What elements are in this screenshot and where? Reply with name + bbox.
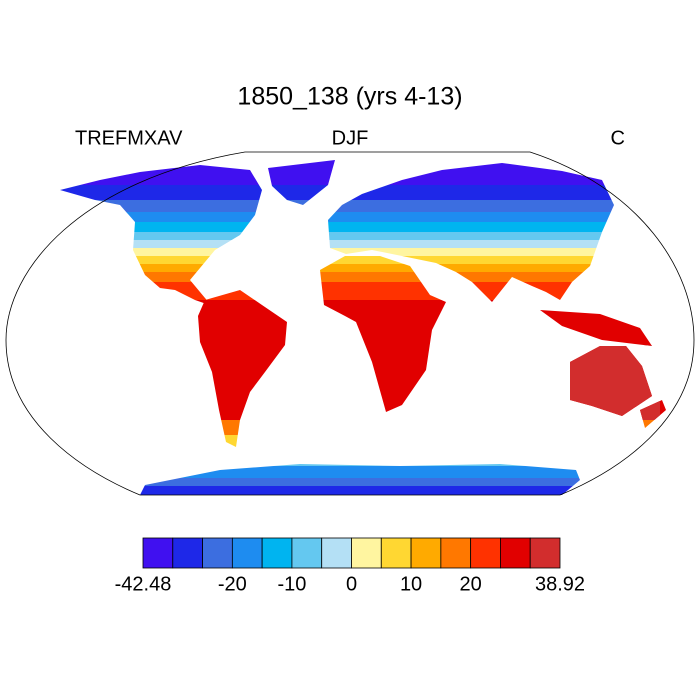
colorbar-box [380,537,412,569]
colorbar-label: 10 [400,573,422,595]
temperature-band [60,486,666,495]
temperature-band [60,222,666,232]
temperature-band [565,345,660,420]
colorbar-box [470,537,501,569]
colorbar-label: -42.48 [115,573,172,595]
colorbar-box [440,537,472,569]
colorbar-label: 0 [346,573,357,595]
temperature-band [60,450,666,466]
temperature-band [60,232,666,240]
temperature-band [60,240,666,248]
temperature-band [60,160,666,185]
temperature-band [60,185,666,200]
temperature-band [60,478,666,486]
colorbar-box [410,537,442,569]
temperature-band [60,420,666,435]
temperature-band [60,272,666,282]
colorbar-label: 20 [460,573,482,595]
colorbar-box [231,537,263,569]
colorbar-box [291,537,323,569]
temperature-band [60,248,666,256]
colorbar-label: -10 [277,573,306,595]
temperature-band [60,466,666,478]
colorbar-box [261,537,293,569]
season-label: DJF [332,127,369,149]
colorbar-label: -20 [218,573,247,595]
colorbar-box [351,537,382,569]
temperature-band [60,212,666,222]
colorbar-box [529,537,561,569]
temperature-band [60,200,666,212]
title: 1850_138 (yrs 4-13) [237,83,462,111]
temperature-band [60,282,666,300]
colorbar-box [142,537,174,569]
units-label: C [611,127,625,149]
map-outline [5,151,695,496]
colorbar-label: 38.92 [535,573,585,595]
temperature-band [60,256,666,264]
temperature-band [60,264,666,272]
variable-label: TREFMXAV [75,127,183,149]
temperature-band [60,435,666,450]
colorbar-box [321,537,352,569]
colorbar-box [500,537,531,569]
colorbar: -42.48 -20 -10 0 10 20 38.92 [115,537,585,595]
colorbar-box [202,537,233,569]
colorbar-box [172,537,203,569]
